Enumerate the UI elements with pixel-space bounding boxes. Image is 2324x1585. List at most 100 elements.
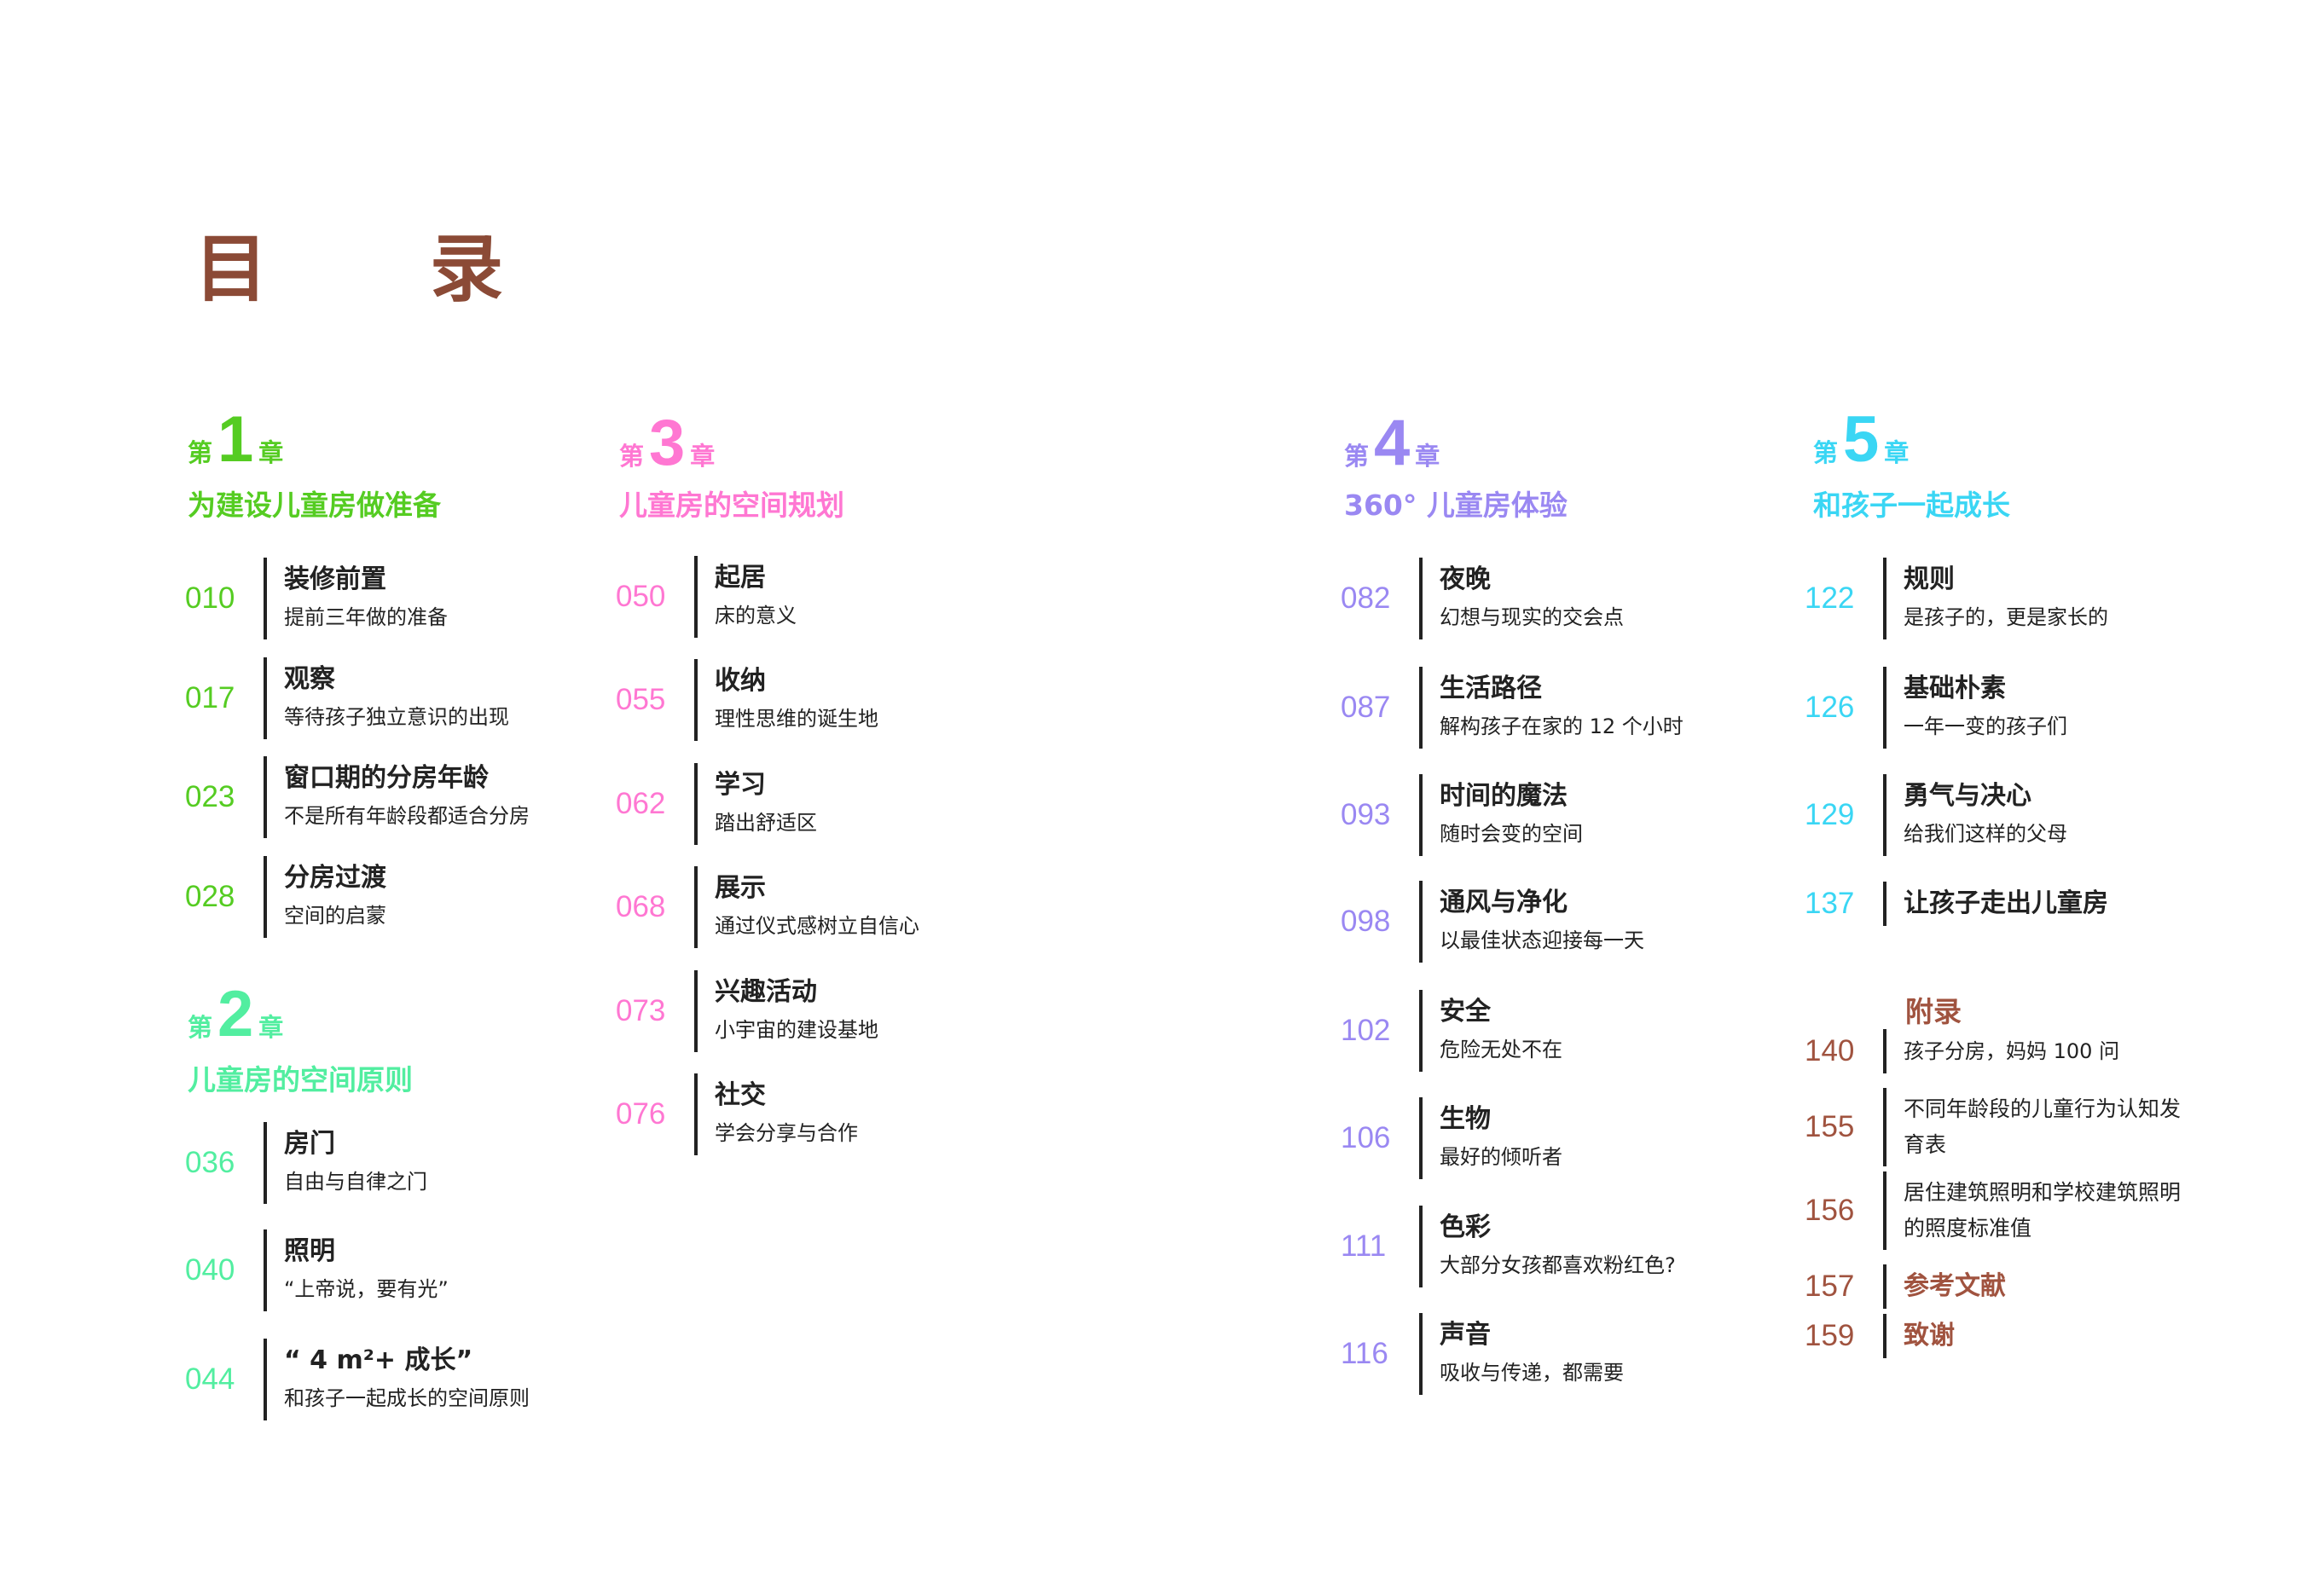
chapter-prefix: 第 (188, 438, 213, 467)
toc-entry[interactable]: 093 时间的魔法 随时会变的空间 (1341, 774, 1583, 856)
entry-subtitle: 是孩子的，更是家长的 (1904, 605, 2108, 629)
entry-title: 声音 (1440, 1320, 1491, 1350)
page-number: 076 (616, 1097, 666, 1131)
page-number: 126 (1805, 691, 1855, 724)
toc-entry[interactable]: 076 社交学会分享与合作 (616, 1073, 858, 1155)
entry-text: 夜晚幻想与现实的交会点 (1440, 558, 1624, 639)
entry-text: 兴趣活动 小宇宙的建设基地 (715, 970, 878, 1052)
entry-title: 夜晚 (1440, 564, 1491, 594)
entry-title: 规则 (1904, 564, 1955, 594)
chapter-heading-3: 第3 章 (619, 411, 715, 476)
appendix-entry[interactable]: 156 居住建筑照明和学校建筑照明的照度标准值 (1805, 1171, 2185, 1250)
chapter-number: 3 (649, 407, 686, 479)
toc-entry[interactable]: 036 房门 自由与自律之门 (185, 1122, 427, 1204)
toc-entry[interactable]: 023 窗口期的分房年龄 不是所有年龄段都适合分房 (185, 756, 530, 838)
toc-entry[interactable]: 137 让孩子走出儿童房 (1805, 882, 2108, 926)
toc-entry[interactable]: 122 规则是孩子的，更是家长的 (1805, 558, 2108, 639)
entry-text: 时间的魔法 随时会变的空间 (1440, 774, 1583, 856)
toc-entry[interactable]: 106 生物 最好的倾听者 (1341, 1097, 1562, 1179)
entry-subtitle: 最好的倾听者 (1440, 1145, 1562, 1169)
toc-entry[interactable]: 116 声音 吸收与传递，都需要 (1341, 1313, 1624, 1395)
entry-subtitle: 解构孩子在家的 12 个小时 (1440, 714, 1684, 738)
chapter-heading-1: 第1 章 (188, 408, 283, 472)
entry-text: 装修前置 提前三年做的准备 (284, 558, 448, 639)
toc-entry[interactable]: 044 “ 4 m²+ 成长” 和孩子一起成长的空间原则 (185, 1339, 530, 1420)
entry-subtitle: 吸收与传递，都需要 (1440, 1361, 1624, 1385)
entry-text: 房门 自由与自律之门 (284, 1122, 427, 1204)
chapter-prefix: 第 (1813, 438, 1839, 467)
divider (1883, 1264, 1886, 1309)
toc-entry[interactable]: 017 观察 等待孩子独立意识的出现 (185, 657, 509, 739)
toc-entry[interactable]: 073 兴趣活动 小宇宙的建设基地 (616, 970, 878, 1052)
divider (694, 866, 698, 948)
appendix-entry[interactable]: 159 致谢 (1805, 1314, 1955, 1358)
page-number: 137 (1805, 887, 1855, 920)
entry-title: 社交 (715, 1080, 766, 1110)
entry-title: 通风与净化 (1440, 888, 1568, 917)
entry-text: 分房过渡 空间的启蒙 (284, 856, 386, 938)
chapter-suffix: 章 (258, 1013, 284, 1042)
page-number: 036 (185, 1146, 235, 1179)
chapter-prefix: 第 (188, 1013, 213, 1042)
divider (1883, 774, 1886, 856)
entry-subtitle: 空间的启蒙 (284, 904, 386, 928)
divider (1419, 990, 1423, 1072)
appendix-entry[interactable]: 140 孩子分房，妈妈 100 问 (1805, 1029, 2119, 1073)
appendix-entry-text: 孩子分房，妈妈 100 问 (1904, 1039, 2120, 1063)
toc-entry[interactable]: 087 生活路径 解构孩子在家的 12 个小时 (1341, 667, 1684, 749)
entry-text: 声音吸收与传递，都需要 (1440, 1313, 1624, 1395)
divider (264, 1229, 267, 1311)
appendix-entry[interactable]: 155 不同年龄段的儿童行为认知发育表 (1805, 1088, 2185, 1166)
page-number: 093 (1341, 798, 1391, 831)
entry-subtitle: 幻想与现实的交会点 (1440, 605, 1624, 629)
entry-title: 让孩子走出儿童房 (1904, 888, 2108, 918)
entry-subtitle: 小宇宙的建设基地 (715, 1018, 878, 1042)
toc-entry[interactable]: 126 基础朴素 一年一变的孩子们 (1805, 667, 2067, 749)
entry-text: 勇气与决心 给我们这样的父母 (1904, 774, 2067, 856)
entry-title: 分房过渡 (284, 863, 386, 893)
chapter-number: 5 (1843, 403, 1880, 476)
entry-text: “ 4 m²+ 成长” 和孩子一起成长的空间原则 (284, 1339, 530, 1420)
entry-subtitle: 踏出舒适区 (715, 811, 817, 835)
entry-title: 生物 (1440, 1104, 1491, 1134)
toc-entry[interactable]: 082 夜晚 幻想与现实的交会点 (1341, 558, 1624, 639)
toc-entry[interactable]: 129 勇气与决心 给我们这样的父母 (1805, 774, 2067, 856)
entry-text: 不同年龄段的儿童行为认知发育表 (1904, 1088, 2185, 1166)
entry-text: 基础朴素 一年一变的孩子们 (1904, 667, 2067, 749)
entry-title: “ 4 m²+ 成长” (284, 1345, 473, 1375)
chapter-prefix: 第 (1344, 442, 1370, 471)
page-number: 068 (616, 890, 666, 923)
entry-title: 房门 (284, 1129, 335, 1159)
divider (1419, 774, 1423, 856)
chapter-subtitle: 为建设儿童房做准备 (188, 489, 441, 522)
toc-entry[interactable]: 102 安全 危险无处不在 (1341, 990, 1562, 1072)
entry-title: 收纳 (715, 666, 766, 696)
divider (1883, 1029, 1886, 1073)
toc-entry[interactable]: 062 学习 踏出舒适区 (616, 763, 817, 845)
appendix-entry-text: 参考文献 (1904, 1271, 2006, 1301)
divider (1419, 881, 1423, 963)
page-number: 122 (1805, 581, 1855, 615)
divider (1883, 882, 1886, 926)
appendix-entry[interactable]: 157 参考文献 (1805, 1264, 2006, 1309)
entry-text: 通风与净化以最佳状态迎接每一天 (1440, 881, 1644, 963)
appendix-entry-text: 不同年龄段的儿童行为认知发育表 (1904, 1096, 2182, 1157)
toc-entry[interactable]: 010 装修前置 提前三年做的准备 (185, 558, 448, 639)
page-number: 140 (1805, 1034, 1855, 1067)
toc-entry[interactable]: 111 色彩 大部分女孩都喜欢粉红色? (1341, 1206, 1676, 1287)
toc-entry[interactable]: 028 分房过渡 空间的启蒙 (185, 856, 386, 938)
entry-text: 让孩子走出儿童房 (1904, 882, 2108, 926)
chapter-suffix: 章 (1884, 438, 1910, 467)
page-number: 044 (185, 1362, 235, 1396)
toc-entry[interactable]: 040 照明 “上帝说，要有光” (185, 1229, 449, 1311)
toc-entry[interactable]: 068 展示 通过仪式感树立自信心 (616, 866, 919, 948)
chapter-suffix: 章 (1415, 442, 1440, 471)
toc-entry[interactable]: 055 收纳 理性思维的诞生地 (616, 659, 878, 741)
toc-entry[interactable]: 098 通风与净化 以最佳状态迎接每一天 (1341, 881, 1644, 963)
toc-entry[interactable]: 050 起居 床的意义 (616, 556, 797, 638)
entry-subtitle: 学会分享与合作 (715, 1121, 858, 1145)
entry-subtitle: 以最佳状态迎接每一天 (1440, 928, 1644, 952)
entry-title: 起居 (715, 563, 766, 593)
chapter-subtitle: 和孩子一起成长 (1813, 489, 2010, 522)
entry-text: 社交 学会分享与合作 (715, 1073, 858, 1155)
